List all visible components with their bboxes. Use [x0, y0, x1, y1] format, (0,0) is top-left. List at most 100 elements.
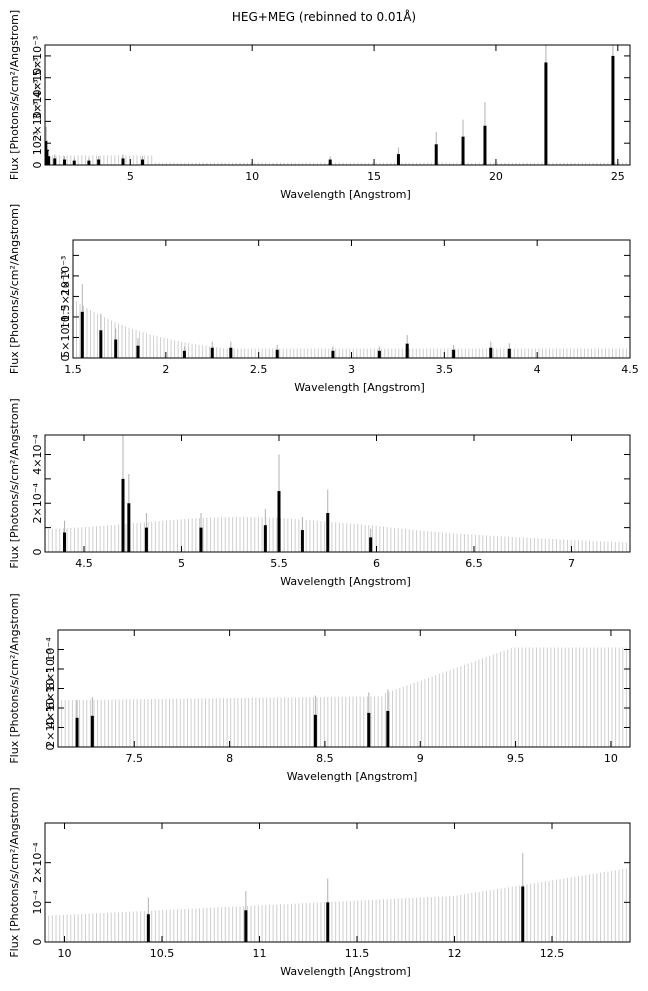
y-tick-label: 1.5×10⁻³: [59, 271, 72, 322]
spectral-line: [489, 347, 493, 358]
y-tick-label: 2×10⁻⁴: [31, 482, 44, 523]
spectral-line: [114, 339, 118, 358]
y-tick-label: 10⁻⁴: [31, 890, 44, 915]
spectral-line: [75, 717, 79, 747]
y-tick-label: 2×10⁻³: [59, 256, 72, 296]
chart-title: HEG+MEG (rebinned to 0.01Å): [231, 10, 417, 24]
spectral-line: [507, 348, 511, 358]
spectral-line: [72, 160, 76, 165]
spectral-line: [87, 160, 91, 165]
panel-5-frame: [44, 822, 631, 943]
x-axis-label: Wavelength [Angstrom]: [280, 188, 411, 201]
x-tick-label: 2.5: [250, 363, 268, 376]
x-tick-label: 15: [367, 170, 381, 183]
spectral-line: [452, 349, 456, 358]
x-tick-label: 8.5: [316, 752, 334, 765]
spectral-line: [229, 347, 233, 358]
x-tick-label: 9: [417, 752, 424, 765]
panel-1-continuum: [44, 155, 631, 165]
spectral-line: [127, 503, 131, 552]
x-axis-label: Wavelength [Angstrom]: [294, 381, 425, 394]
x-tick-label: 4.5: [621, 363, 639, 376]
y-tick-label: 2×10⁻⁴: [31, 842, 44, 883]
x-tick-label: 6: [373, 557, 380, 570]
y-tick-label: 0: [59, 355, 72, 362]
panel-2-frame: [72, 239, 631, 359]
spectral-line: [121, 478, 125, 552]
y-axis-label: Flux [Photons/s/cm²/Angstrom]: [8, 593, 21, 763]
spectral-line: [146, 914, 150, 942]
spectral-line: [53, 158, 57, 165]
x-tick-label: 25: [611, 170, 625, 183]
spectral-line: [144, 527, 148, 552]
x-tick-label: 12.5: [540, 947, 565, 960]
x-tick-label: 3: [348, 363, 355, 376]
spectral-line: [275, 349, 279, 358]
x-tick-label: 10: [58, 947, 72, 960]
y-axis-label: Flux [Photons/s/cm²/Angstrom]: [8, 398, 21, 568]
spectral-line: [461, 136, 465, 165]
panel-5-continuum: [44, 867, 631, 942]
x-axis-label: Wavelength [Angstrom]: [287, 770, 418, 783]
panel-2-continuum: [72, 299, 631, 358]
x-tick-label: 1.5: [64, 363, 82, 376]
y-tick-label: 4×10⁻⁵: [44, 688, 57, 728]
spectral-line: [300, 530, 304, 552]
y-tick-label: 10⁻³: [59, 305, 72, 329]
spectral-line: [90, 715, 94, 747]
x-tick-label: 10: [604, 752, 618, 765]
x-tick-label: 7: [568, 557, 575, 570]
y-axis-label: Flux [Photons/s/cm²/Angstrom]: [8, 204, 21, 374]
panel-4-continuum: [57, 647, 631, 747]
x-tick-label: 9.5: [507, 752, 525, 765]
y-tick-label: 0: [44, 744, 57, 751]
x-tick-label: 10.5: [150, 947, 175, 960]
spectral-line: [434, 144, 438, 165]
spectral-line: [326, 513, 330, 552]
x-tick-label: 12: [448, 947, 462, 960]
spectral-line: [121, 158, 125, 165]
y-tick-label: 0: [31, 939, 44, 946]
panel-3-frame: [44, 434, 631, 553]
spectral-line: [326, 902, 330, 942]
x-tick-label: 11: [253, 947, 267, 960]
spectral-line: [396, 154, 400, 165]
x-tick-label: 6.5: [465, 557, 483, 570]
spectral-line: [63, 532, 66, 552]
x-tick-label: 8: [226, 752, 233, 765]
x-tick-label: 7.5: [126, 752, 144, 765]
spectral-line: [544, 62, 548, 165]
panel-4-frame: [57, 629, 631, 748]
x-tick-label: 11.5: [345, 947, 370, 960]
spectral-line: [331, 350, 335, 358]
x-axis-label: Wavelength [Angstrom]: [280, 575, 411, 588]
y-tick-label: 2×10⁻⁵: [44, 707, 57, 747]
spectral-line: [136, 345, 140, 358]
spectral-line: [483, 125, 487, 165]
x-tick-label: 5.5: [270, 557, 288, 570]
spectral-line: [313, 714, 317, 747]
panel-3-continuum: [44, 516, 631, 552]
y-tick-label: 0: [31, 162, 44, 169]
spectral-line: [328, 159, 332, 165]
x-tick-label: 10: [245, 170, 259, 183]
spectral-line: [141, 159, 144, 165]
x-tick-label: 2: [162, 363, 169, 376]
y-axis-label: Flux [Photons/s/cm²/Angstrom]: [8, 787, 21, 957]
y-tick-label: 5×10⁻³: [31, 36, 44, 76]
spectral-line: [182, 350, 186, 358]
spectral-line: [369, 537, 373, 552]
spectral-line: [99, 330, 103, 358]
x-tick-label: 4.5: [75, 557, 93, 570]
y-tick-label: 10⁻⁴: [44, 637, 57, 662]
spectral-line: [244, 910, 248, 942]
spectral-line: [80, 311, 84, 358]
y-tick-label: 5×10⁻⁴: [59, 317, 72, 358]
x-tick-label: 20: [489, 170, 503, 183]
spectral-line: [263, 525, 267, 552]
y-tick-label: 10⁻³: [31, 131, 44, 155]
x-tick-label: 5: [127, 170, 134, 183]
spectral-line: [277, 491, 281, 552]
spectral-line: [611, 55, 615, 166]
